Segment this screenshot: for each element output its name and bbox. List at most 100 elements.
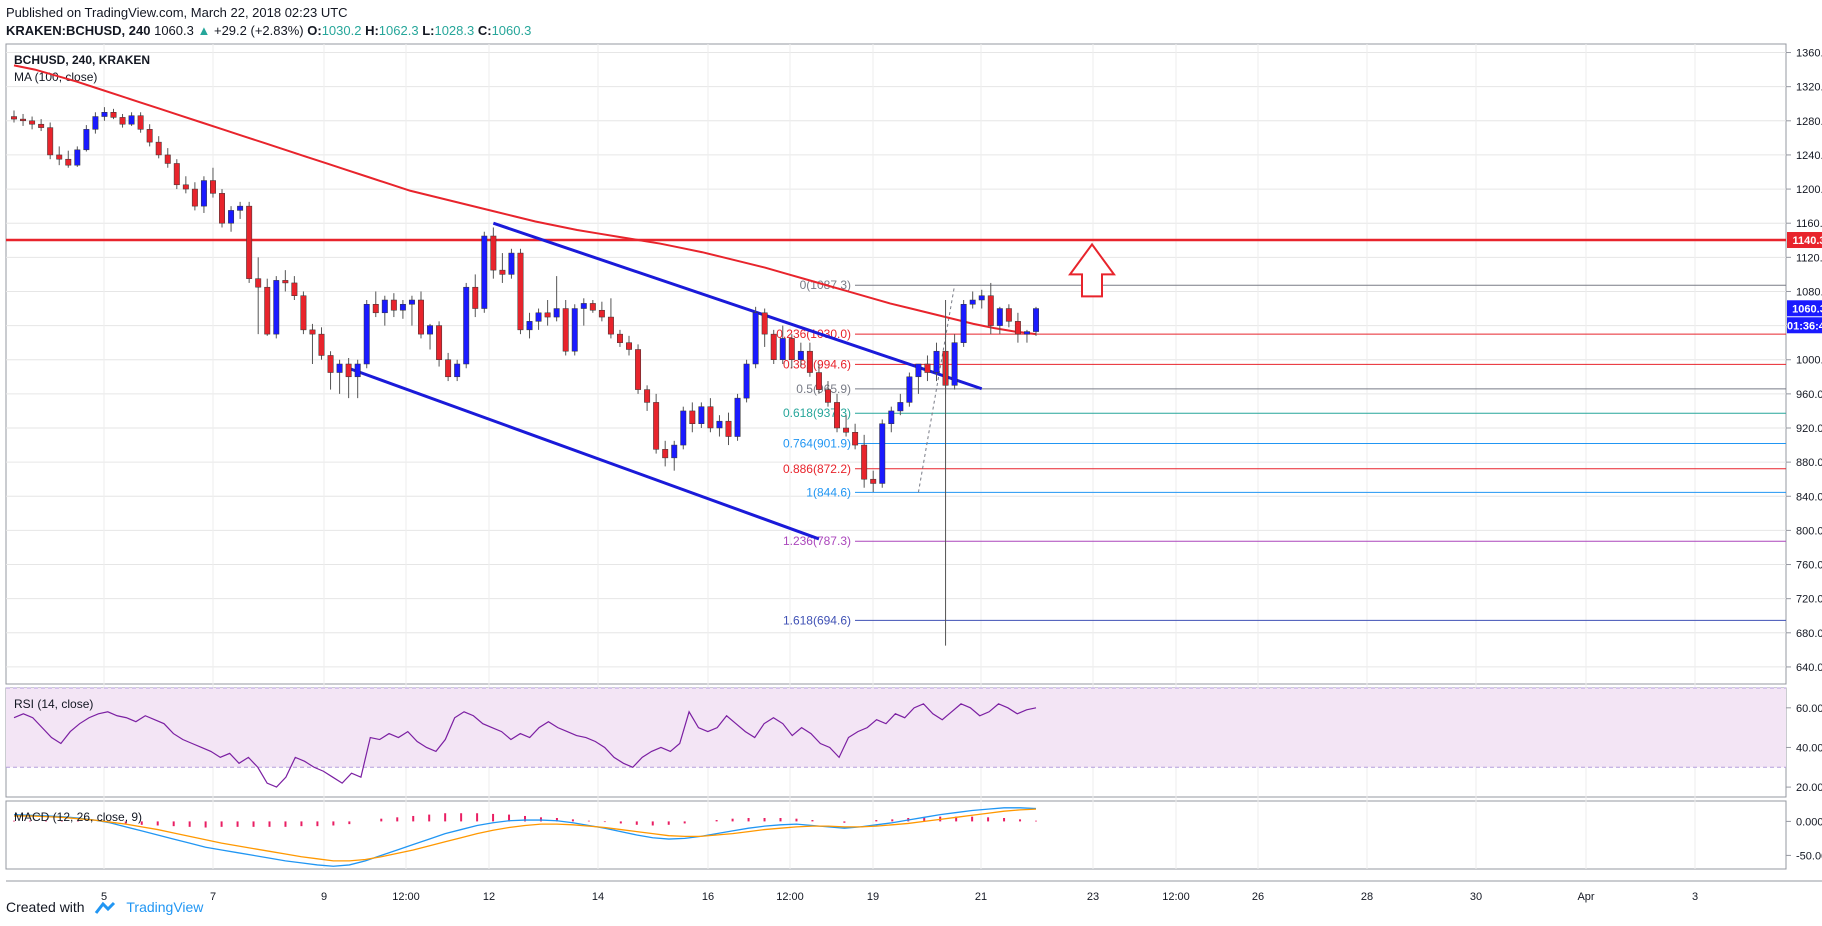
y-tick-label: 1200.0 [1796,184,1822,196]
candle-body [146,129,153,143]
candle-body [182,184,189,190]
candle-body [173,163,180,186]
tradingview-link[interactable]: TradingView [126,899,204,915]
y-tick-label: 720.0 [1796,594,1822,606]
last-price-tag: 1060.3 [1792,303,1822,315]
candle-body [1005,308,1012,322]
candle-body [861,444,868,480]
change-value: +29.2 (+2.83%) [213,23,304,38]
candle-body [300,295,307,331]
candle-body [246,205,253,279]
candle-body [607,316,614,335]
candle-body [797,350,804,360]
candle-body [399,304,406,311]
channel-upper-line [492,221,983,391]
high-label: H: [365,23,379,38]
candle-body [499,269,506,275]
candle-body [381,299,388,314]
y-tick-label: 1280.0 [1796,116,1822,128]
candle-body [255,278,262,288]
candle-body [562,308,569,352]
macd-y-tick-label: -50.0000 [1796,850,1822,862]
candle-body [155,141,162,156]
candle-body [834,402,840,429]
resistance-price-tag: 1140.3 [1792,235,1822,247]
y-tick-label: 1000.0 [1796,355,1822,367]
x-tick-label: 30 [1470,891,1482,903]
change-up-icon: ▲ [197,23,211,38]
rsi-title: RSI (14, close) [14,697,93,711]
y-tick-label: 1160.0 [1796,218,1822,230]
macd-title: MACD (12, 26, close, 9) [14,810,142,824]
candle-body [200,180,207,207]
fib-level-label: 0.5(965.9) [796,382,851,396]
candle-body [137,115,144,130]
candle-body [11,116,17,120]
y-tick-label: 800.0 [1796,525,1822,537]
candle-body [445,359,452,378]
candle-body [390,299,397,311]
candle-body [92,116,99,130]
candle-body [725,420,732,437]
candle-body [635,349,642,390]
x-tick-label: 16 [702,891,714,903]
candle-body [327,355,334,373]
candle-body [888,410,895,424]
symbol-label: KRAKEN:BCHUSD, 240 [6,23,151,38]
open-value: 1030.2 [321,23,362,38]
candle-body [119,117,126,125]
candle-body [571,308,578,352]
x-tick-label: 12:00 [1162,891,1190,903]
candle-body [481,235,488,309]
candle-body [825,389,831,403]
candle-body [815,372,822,390]
published-line: Published on TradingView.com, March 22, … [6,5,348,20]
y-tick-label: 1360.0 [1796,48,1822,60]
y-tick-label: 640.0 [1796,662,1822,674]
candle-body [490,235,497,271]
candle-body [282,280,289,284]
macd-series-signal-line [14,808,1037,862]
candle-body [309,329,316,335]
candle-body [960,304,967,343]
fib-level-label: 1(844.6) [806,485,851,499]
candle-body [870,478,877,484]
last-price: 1060.3 [154,23,194,38]
candle-body [644,389,651,403]
x-tick-label: 12 [483,891,495,903]
open-label: O: [307,23,322,38]
candle-body [508,252,515,275]
fib-trend-line [917,285,956,493]
candle-body [879,423,886,484]
candle-body [354,363,361,378]
rsi-band-fill [6,688,1786,768]
ma-indicator-label: MA (100, close) [14,70,97,84]
fib-level-label: 0.382(994.6) [783,357,851,371]
candle-body [589,303,596,311]
candle-body [806,350,813,373]
y-tick-label: 1320.0 [1796,82,1822,94]
candle-body [626,342,632,350]
main-chart-title: BCHUSD, 240, KRAKEN [14,53,150,67]
candle-body [363,304,370,365]
candle-body [436,325,443,360]
candle-body [191,188,198,207]
fib-level-label: 0.236(1030.0) [776,327,851,341]
rsi-y-tick-label: 40.0000 [1796,742,1822,754]
candle-body [101,112,108,117]
candle-body [653,402,660,450]
y-tick-label: 960.0 [1796,389,1822,401]
close-label: C: [477,23,492,38]
fib-level-label: 0.764(901.9) [783,436,851,450]
fib-level-label: 0.618(937.3) [783,406,851,420]
y-tick-label: 760.0 [1796,560,1822,572]
candle-body [472,286,479,309]
candle-body [110,112,117,118]
candle-body [617,333,623,343]
candle-body [680,410,687,446]
candle-body [128,115,135,125]
x-tick-label: 7 [210,891,216,903]
candle-body [454,363,461,378]
candle-body [897,402,904,412]
